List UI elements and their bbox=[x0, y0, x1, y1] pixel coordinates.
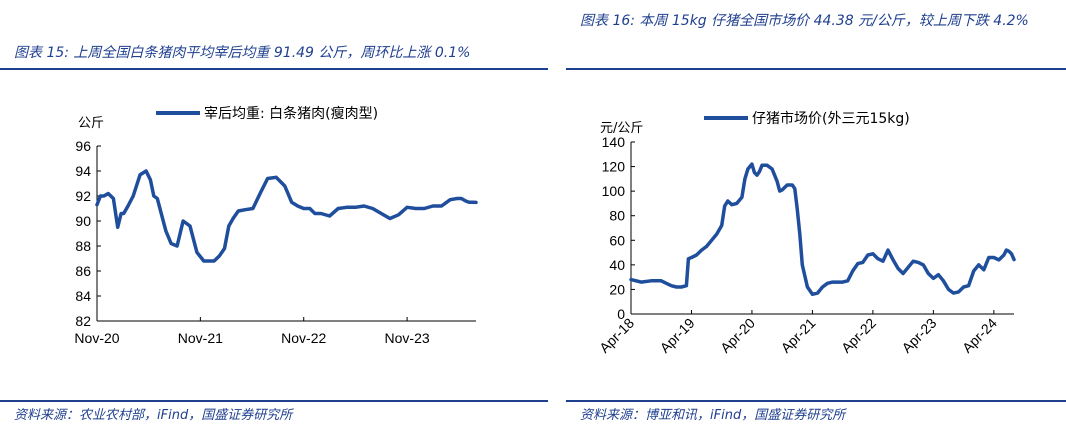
y-tick-label: 82 bbox=[75, 313, 91, 329]
y-tick-label: 20 bbox=[609, 281, 625, 297]
x-tick-label: Apr-23 bbox=[898, 315, 939, 356]
left-figure-panel: 图表 15: 上周全国白条猪肉平均宰后均重 91.49 公斤，周环比上涨 0.1… bbox=[0, 45, 548, 423]
legend-label: 宰后均重: 白条猪肉(瘦肉型) bbox=[204, 105, 378, 122]
y-tick-label: 120 bbox=[602, 159, 626, 175]
y-axis-unit-label: 公斤 bbox=[78, 116, 104, 131]
y-tick-label: 90 bbox=[75, 213, 91, 229]
y-tick-label: 0 bbox=[617, 306, 625, 322]
x-tick-label: Apr-19 bbox=[657, 315, 698, 356]
right-source-note: 资料来源：博亚和讯，iFind，国盛证券研究所 bbox=[580, 408, 846, 423]
y-tick-label: 60 bbox=[609, 232, 625, 248]
x-tick-label: Apr-22 bbox=[838, 315, 879, 356]
x-tick-label: Apr-24 bbox=[959, 315, 1000, 356]
x-tick-label: Apr-20 bbox=[717, 315, 758, 356]
y-tick-label: 88 bbox=[75, 238, 91, 254]
left-line-chart: 82 84 86 88 90 92 94 96 Nov-20 Nov-21 Nov-22 Nov-23… bbox=[74, 105, 478, 346]
right-figure-caption: 图表 16: 本周 15kg 仔猪全国市场价 44.38 元/公斤，较上周下跌 … bbox=[580, 13, 1029, 29]
right-caption-rule bbox=[566, 68, 1066, 70]
x-tick-label: Apr-21 bbox=[778, 315, 819, 356]
y-axis-unit-label: 元/公斤 bbox=[600, 121, 643, 136]
right-figure-panel: 图表 16: 本周 15kg 仔猪全国市场价 44.38 元/公斤，较上周下跌 … bbox=[566, 0, 1066, 439]
x-tick-label: Nov-23 bbox=[385, 330, 430, 346]
series-line bbox=[95, 169, 478, 263]
y-tick-label: 84 bbox=[75, 288, 91, 304]
y-tick-label: 40 bbox=[609, 257, 625, 273]
x-tick-label: Nov-22 bbox=[281, 330, 326, 346]
left-caption-rule bbox=[0, 68, 548, 70]
left-figure-caption: 图表 15: 上周全国白条猪肉平均宰后均重 91.49 公斤，周环比上涨 0.1… bbox=[14, 45, 471, 61]
legend-label: 仔猪市场价(外三元15kg) bbox=[752, 110, 910, 127]
y-tick-label: 100 bbox=[602, 183, 626, 199]
y-tick-label: 140 bbox=[602, 134, 626, 150]
y-tick-label: 92 bbox=[75, 188, 91, 204]
series-line bbox=[629, 162, 1016, 297]
y-tick-label: 96 bbox=[75, 138, 91, 154]
y-tick-label: 86 bbox=[75, 263, 91, 279]
x-tick-label: Nov-21 bbox=[178, 330, 223, 346]
left-source-note: 资料来源：农业农村部，iFind，国盛证券研究所 bbox=[14, 408, 293, 423]
right-source-rule bbox=[566, 400, 1066, 402]
left-source-rule bbox=[0, 400, 548, 402]
x-tick-label: Nov-20 bbox=[74, 330, 119, 346]
y-tick-label: 80 bbox=[609, 208, 625, 224]
y-tick-label: 94 bbox=[75, 163, 91, 179]
